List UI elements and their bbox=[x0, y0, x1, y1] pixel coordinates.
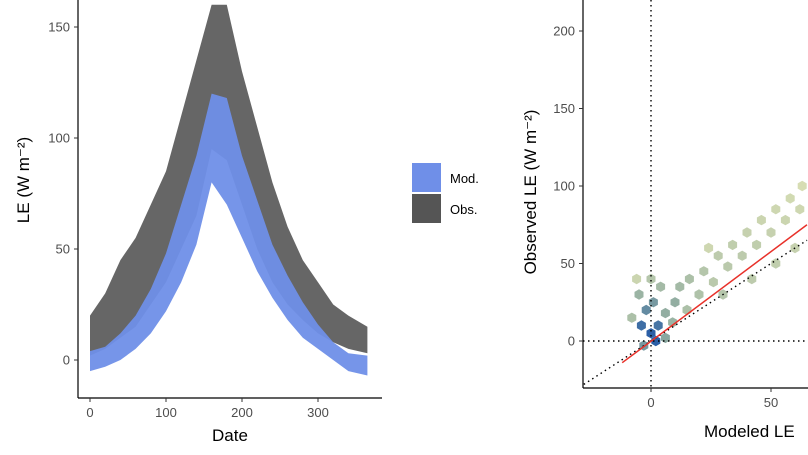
hexbin bbox=[771, 204, 781, 215]
hexbin bbox=[648, 297, 658, 308]
legend-label-obs: Obs. bbox=[450, 202, 477, 217]
hexbin bbox=[684, 273, 694, 285]
hexbin bbox=[785, 193, 795, 204]
hexbin bbox=[752, 239, 762, 251]
legend: Mod. Obs. bbox=[412, 163, 479, 223]
hexbin bbox=[646, 273, 656, 285]
y-tick-label: 100 bbox=[48, 131, 70, 146]
legend-key-obs bbox=[412, 194, 441, 223]
y-tick-label: 200 bbox=[553, 24, 575, 39]
timeseries-x-title: Date bbox=[212, 426, 248, 445]
x-tick-label: 0 bbox=[647, 395, 654, 410]
y-tick-label: 100 bbox=[553, 179, 575, 194]
y-tick-label: 150 bbox=[48, 20, 70, 35]
hexbin bbox=[660, 307, 670, 319]
hexbin bbox=[634, 289, 644, 300]
hexbin bbox=[723, 261, 733, 272]
scatter-y-ticks: 0 50 100 150 200 bbox=[553, 24, 583, 349]
x-tick-label: 0 bbox=[86, 405, 93, 420]
hexbin bbox=[797, 180, 807, 192]
hexbin bbox=[675, 281, 685, 292]
scatter-hexbins bbox=[627, 180, 807, 351]
hexbin bbox=[636, 320, 646, 331]
hexbin bbox=[668, 317, 678, 328]
hexbin bbox=[704, 242, 714, 254]
scatter-panel: 0 50 0 50 100 150 200 Modeled LE Observed LE … bbox=[521, 0, 808, 441]
y-tick-label: 150 bbox=[553, 101, 575, 116]
hexbin bbox=[627, 312, 637, 323]
scatter-x-title: Modeled LE bbox=[704, 422, 795, 441]
x-tick-label: 50 bbox=[764, 395, 778, 410]
timeseries-series bbox=[90, 4, 368, 376]
hexbin bbox=[766, 227, 776, 238]
x-tick-label: 300 bbox=[307, 405, 329, 420]
hexbin bbox=[756, 214, 766, 226]
hexbin bbox=[771, 258, 781, 269]
hexbin bbox=[641, 304, 651, 316]
hexbin bbox=[713, 250, 723, 261]
timeseries-y-ticks: 0 50 100 150 bbox=[48, 20, 78, 368]
y-tick-label: 50 bbox=[561, 256, 575, 271]
scatter-y-title: Observed LE (W m⁻²) bbox=[521, 110, 540, 275]
legend-label-mod: Mod. bbox=[450, 171, 479, 186]
timeseries-x-ticks: 0 100 200 300 bbox=[86, 398, 329, 420]
scatter-reference-lines bbox=[583, 0, 808, 388]
hexbin bbox=[728, 239, 738, 251]
y-tick-label: 50 bbox=[56, 242, 70, 257]
hexbin bbox=[699, 266, 709, 277]
hexbin bbox=[780, 214, 790, 226]
x-tick-label: 100 bbox=[155, 405, 177, 420]
hexbin bbox=[708, 276, 718, 288]
hexbin bbox=[795, 204, 805, 215]
series-band-mod bbox=[90, 93, 368, 376]
series-band-obs bbox=[90, 4, 368, 356]
hexbin bbox=[656, 281, 666, 292]
hexbin bbox=[670, 297, 680, 308]
hexbin bbox=[747, 273, 757, 285]
hexbin bbox=[646, 328, 656, 339]
y-tick-label: 0 bbox=[568, 334, 575, 349]
hexbin bbox=[653, 320, 663, 331]
hexbin bbox=[737, 250, 747, 261]
scatter-fit-line-group bbox=[621, 224, 808, 364]
y-tick-label: 0 bbox=[63, 353, 70, 368]
legend-key-mod bbox=[412, 163, 441, 192]
timeseries-panel: 0 100 200 300 0 50 100 150 Date LE (W m⁻²) bbox=[14, 0, 382, 445]
hexbin bbox=[742, 227, 752, 238]
x-tick-label: 200 bbox=[231, 405, 253, 420]
fit-line bbox=[621, 224, 808, 364]
timeseries-y-title: LE (W m⁻²) bbox=[14, 137, 33, 223]
hexbin bbox=[694, 289, 704, 300]
scatter-x-ticks: 0 50 bbox=[647, 388, 778, 410]
one-to-one-line bbox=[583, 239, 808, 385]
hexbin bbox=[632, 273, 642, 285]
